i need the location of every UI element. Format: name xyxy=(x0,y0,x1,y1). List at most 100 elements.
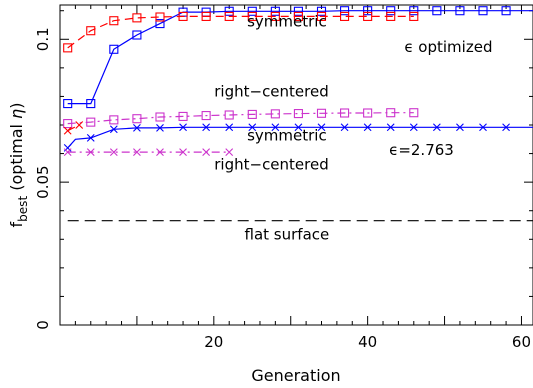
data-point-cross xyxy=(75,121,84,129)
data-point-square xyxy=(363,108,373,118)
data-point-cross xyxy=(156,123,164,132)
data-point-cross xyxy=(502,123,510,132)
axes: 20 40 60 0 0.05 0.1 xyxy=(34,5,533,351)
data-point-square xyxy=(247,6,257,16)
data-point-cross xyxy=(225,123,234,132)
data-point-square xyxy=(224,11,234,21)
data-point-square xyxy=(316,11,327,21)
annotation-eps-optimized: ϵ optimized xyxy=(404,38,492,56)
data-point-square xyxy=(316,6,327,16)
data-point-square xyxy=(86,117,96,127)
data-point-square xyxy=(201,11,211,21)
data-point-square xyxy=(132,114,142,124)
data-point-square xyxy=(270,6,280,16)
data-point-square xyxy=(247,11,257,21)
y-tick-label: 0 xyxy=(34,320,52,330)
data-point-square xyxy=(270,109,280,119)
data-point-square xyxy=(386,108,396,118)
data-point-square xyxy=(63,99,73,109)
data-point-square xyxy=(363,11,373,21)
data-point-square xyxy=(224,110,234,120)
data-point-square xyxy=(386,11,396,21)
data-point-cross xyxy=(479,123,487,132)
y-axis-label: fbest (optimal η) xyxy=(7,103,30,228)
data-point-cross xyxy=(109,148,118,157)
data-point-square xyxy=(109,44,119,54)
x-tick-label: 60 xyxy=(512,333,531,351)
y-axis-label-close: ) xyxy=(7,103,26,109)
data-point-square xyxy=(86,26,96,36)
annotation-flat-surface: flat surface xyxy=(245,225,330,243)
data-point-cross xyxy=(363,123,372,132)
annotation-symmetric-top: symmetric xyxy=(247,12,327,30)
annotation-right-centered-bottom: right−centered xyxy=(214,155,329,173)
x-tick-label: 40 xyxy=(358,333,377,351)
data-point-square xyxy=(293,6,303,16)
data-point-square xyxy=(155,12,165,22)
data-point-square xyxy=(224,6,234,16)
data-point-square xyxy=(178,111,188,121)
data-point-square xyxy=(501,6,511,16)
series-right-centered-optimized xyxy=(63,11,419,53)
data-point-square xyxy=(132,13,142,23)
annotations: symmetric ϵ optimized right−centered symmet… xyxy=(214,12,492,243)
annotation-symmetric-mid: symmetric xyxy=(247,127,327,145)
plot-frame xyxy=(59,4,533,326)
data-point-square xyxy=(293,109,303,119)
data-point-square xyxy=(316,108,327,118)
data-point-square xyxy=(478,6,488,16)
data-point-square xyxy=(132,30,142,40)
data-point-square xyxy=(409,6,419,16)
data-point-square xyxy=(270,11,280,21)
data-point-cross xyxy=(456,123,464,132)
data-point-cross xyxy=(133,148,141,157)
y-axis-label-subscript: best xyxy=(16,196,30,222)
data-point-cross xyxy=(409,123,418,132)
data-point-square xyxy=(63,43,73,53)
annotation-eps-value: ϵ=2.763 xyxy=(389,141,454,159)
data-point-square xyxy=(363,6,373,16)
data-point-cross xyxy=(63,126,72,135)
data-point-cross xyxy=(86,133,95,142)
data-point-square xyxy=(432,6,442,16)
data-point-square xyxy=(340,108,350,118)
data-point-square xyxy=(155,19,165,29)
data-point-cross xyxy=(386,123,395,132)
data-point-cross xyxy=(225,148,234,157)
data-point-square xyxy=(178,11,188,21)
series-line xyxy=(67,112,414,125)
series-layer xyxy=(63,6,533,222)
data-point-cross xyxy=(202,123,211,132)
data-point-square xyxy=(409,108,419,118)
data-point-cross xyxy=(86,148,95,157)
data-point-cross xyxy=(271,123,280,132)
series-line xyxy=(67,15,414,49)
data-point-square xyxy=(340,6,350,16)
data-point-cross xyxy=(248,123,257,132)
series-red-x-start xyxy=(63,121,84,135)
y-tick-label: 0.1 xyxy=(34,27,52,51)
series-line xyxy=(67,126,533,149)
annotation-right-centered-top: right−centered xyxy=(214,82,329,100)
data-point-square xyxy=(409,11,419,21)
data-point-cross xyxy=(179,148,187,157)
series-line xyxy=(67,124,80,132)
x-tick-label: 20 xyxy=(204,333,223,351)
data-point-square xyxy=(340,11,350,21)
data-point-cross xyxy=(317,123,326,132)
data-point-square xyxy=(63,119,73,129)
series-symmetric-fixed xyxy=(63,123,533,152)
data-point-square xyxy=(109,115,119,125)
data-point-square xyxy=(247,109,257,119)
data-point-cross xyxy=(179,123,187,132)
x-axis-label: Generation xyxy=(251,366,340,385)
data-point-cross xyxy=(202,148,211,157)
series-right-centered-fixed-crosses xyxy=(63,148,234,157)
data-point-cross xyxy=(133,123,141,132)
data-point-square xyxy=(109,16,119,26)
y-axis-label-main: f xyxy=(7,221,26,227)
y-tick-label: 0.05 xyxy=(34,165,52,198)
series-line xyxy=(67,10,533,105)
data-point-square xyxy=(293,11,303,21)
